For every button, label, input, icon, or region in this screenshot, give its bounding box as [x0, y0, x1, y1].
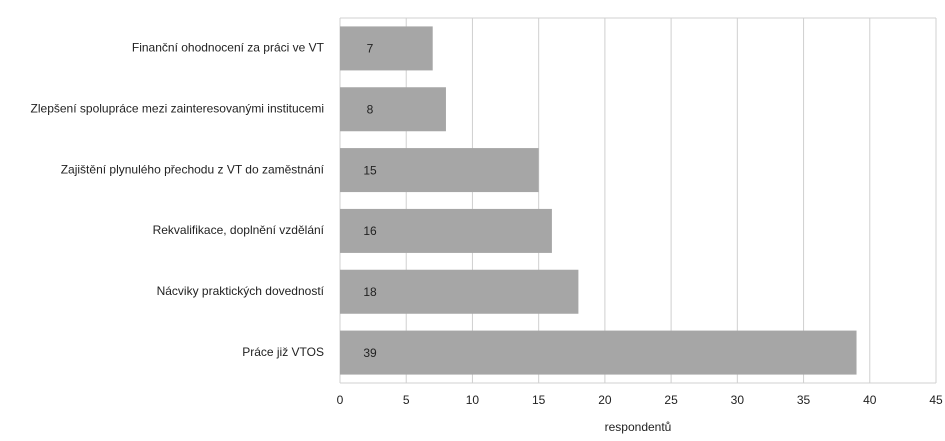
- bar: [340, 208, 552, 253]
- x-tick-label: 25: [664, 393, 678, 407]
- y-tick-label: Rekvalifikace, doplnění vzdělání: [153, 223, 325, 237]
- x-tick-label: 45: [929, 393, 943, 407]
- x-axis-label: respondentů: [605, 420, 672, 434]
- x-tick-label: 0: [337, 393, 344, 407]
- x-tick-label: 35: [797, 393, 811, 407]
- x-tick-label: 10: [466, 393, 480, 407]
- y-tick-label: Práce již VTOS: [242, 345, 324, 359]
- x-tick-label: 20: [598, 393, 612, 407]
- y-tick-label: Zajištění plynulého přechodu z VT do zam…: [61, 162, 325, 176]
- bar: [340, 269, 579, 314]
- bar: [340, 87, 446, 132]
- data-label: 15: [363, 163, 377, 177]
- bar: [340, 330, 857, 375]
- x-tick-label: 15: [532, 393, 546, 407]
- data-label: 18: [363, 285, 377, 299]
- x-tick-label: 40: [863, 393, 877, 407]
- data-label: 39: [363, 346, 377, 360]
- y-tick-label: Finanční ohodnocení za práci ve VT: [132, 41, 325, 55]
- data-label: 8: [367, 102, 374, 116]
- bar: [340, 148, 539, 193]
- y-tick-label: Zlepšení spolupráce mezi zainteresovaným…: [31, 101, 324, 115]
- x-tick-label: 30: [731, 393, 745, 407]
- data-label: 7: [367, 42, 374, 56]
- y-tick-label: Nácviky praktických dovedností: [157, 284, 325, 298]
- data-label: 16: [363, 224, 377, 238]
- bar: [340, 26, 433, 71]
- x-tick-label: 5: [403, 393, 410, 407]
